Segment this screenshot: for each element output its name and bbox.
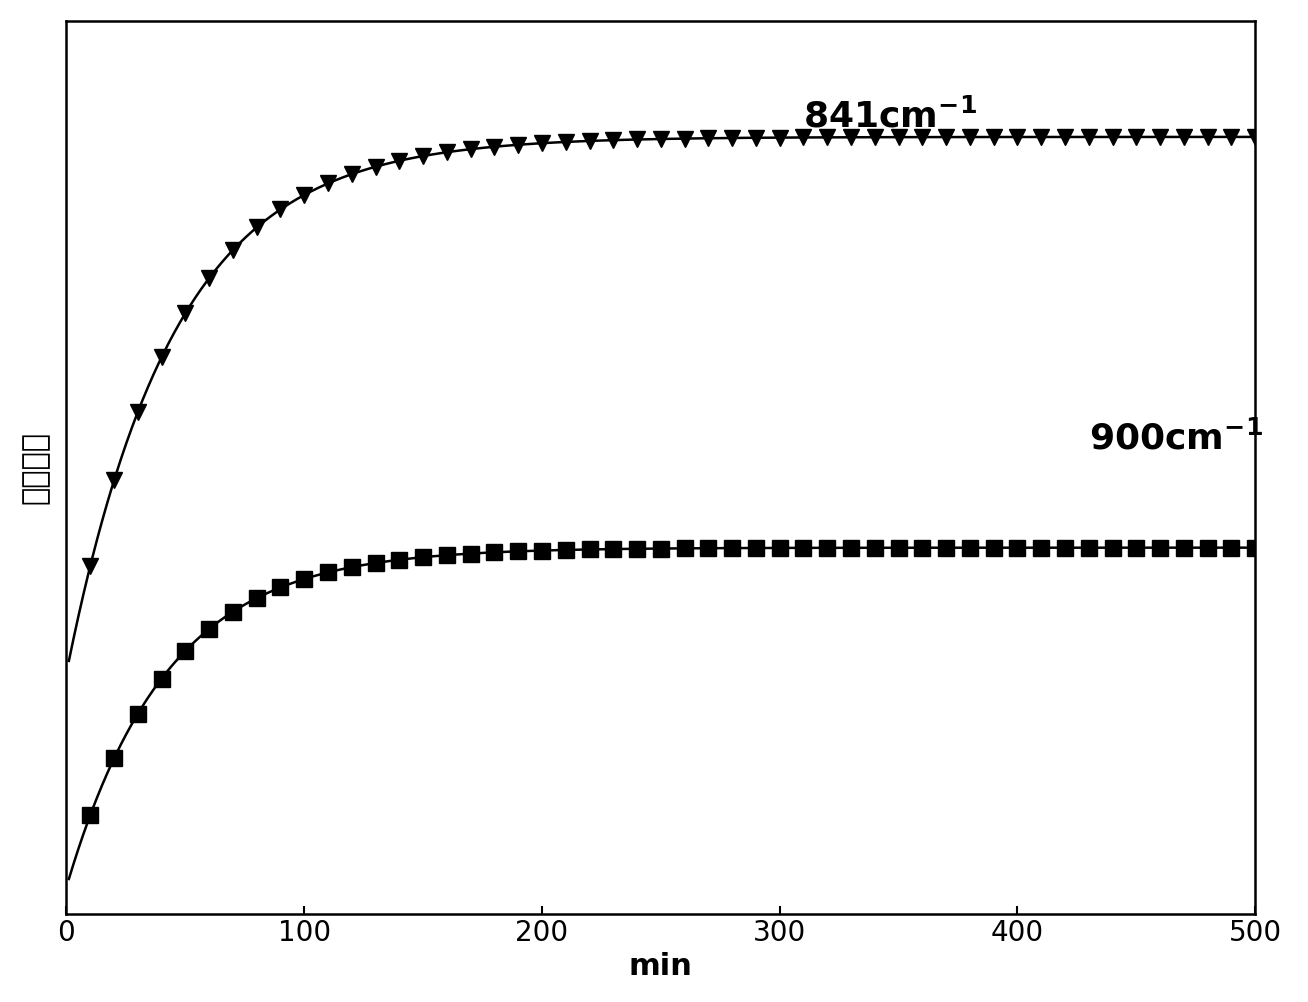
X-axis label: min: min (629, 952, 693, 981)
Text: 841cm$\mathregular{^{-1}}$: 841cm$\mathregular{^{-1}}$ (803, 99, 977, 135)
Text: 900cm$\mathregular{^{-1}}$: 900cm$\mathregular{^{-1}}$ (1088, 420, 1262, 457)
Y-axis label: 吸收强度: 吸收强度 (21, 431, 50, 504)
